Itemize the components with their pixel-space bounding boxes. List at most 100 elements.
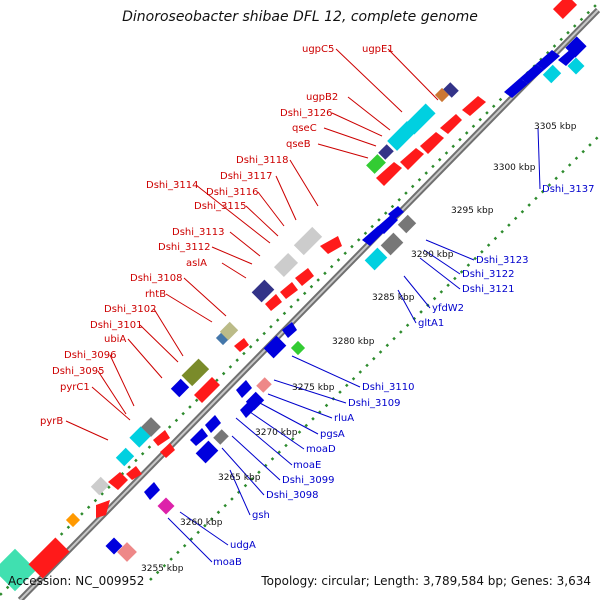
forward-leader-line: [331, 112, 383, 137]
gene-feature: [558, 48, 578, 66]
forward-leader-line: [183, 277, 227, 317]
gene-feature: [293, 226, 323, 256]
gene-feature: [190, 428, 208, 446]
forward-leader-line: [127, 338, 163, 379]
gene-label: Dshi_3096: [64, 350, 116, 361]
reverse-label-leaders: [167, 127, 541, 563]
reverse-leader-line: [221, 447, 265, 496]
gene-label: Dshi_3102: [104, 304, 156, 315]
gene-label: ugpB2: [306, 92, 338, 103]
gene-label: Dshi_3121: [462, 284, 514, 295]
reverse-leader-line: [425, 239, 475, 261]
ruler-label: 3275 kbp: [292, 383, 335, 393]
gene-feature: [126, 466, 142, 480]
ruler-label: 3260 kbp: [180, 518, 223, 528]
gene-label: Dshi_3116: [206, 187, 258, 198]
gene-label: ugpC5: [302, 44, 334, 55]
gene-feature: [195, 440, 219, 464]
ruler-label: 3295 kbp: [451, 206, 494, 216]
gene-feature: [234, 338, 249, 352]
gene-feature: [295, 268, 314, 286]
gene-label: Dshi_3108: [130, 273, 182, 284]
gene-feature: [160, 443, 175, 458]
gene-feature: [141, 417, 161, 437]
reverse-leader-line: [537, 127, 541, 190]
gene-feature: [366, 154, 386, 174]
reverse-leader-line: [397, 289, 417, 324]
forward-strand-genes: [0, 0, 578, 592]
forward-leader-line: [195, 184, 271, 244]
gene-feature: [542, 64, 562, 84]
forward-leader-line: [245, 205, 279, 237]
gene-feature: [280, 282, 298, 299]
forward-leader-line: [289, 159, 319, 207]
reverse-leader-line: [167, 517, 213, 563]
gene-label: Dshi_3099: [282, 475, 334, 486]
gene-label: moaD: [306, 444, 336, 455]
gene-feature: [251, 279, 275, 303]
gene-label: Dshi_3101: [90, 320, 142, 331]
ruler-label: 3300 kbp: [493, 163, 536, 173]
gene-label: gsh: [252, 510, 270, 521]
map-title: Dinoroseobacter shibae DFL 12, complete …: [122, 9, 478, 25]
gene-feature: [256, 377, 272, 393]
ruler-label: 3270 kbp: [255, 428, 298, 438]
gene-feature: [552, 0, 578, 20]
forward-leader-line: [347, 96, 391, 131]
forward-leader-line: [109, 354, 135, 407]
gene-feature: [376, 162, 402, 186]
gene-label: pyrC1: [60, 382, 90, 393]
gene-feature: [443, 82, 459, 98]
gene-label: Dshi_3112: [158, 242, 210, 253]
gene-feature: [170, 378, 190, 398]
gene-feature: [236, 380, 252, 398]
gene-feature: [28, 537, 70, 579]
reverse-leader-line: [273, 379, 347, 404]
forward-leader-line: [153, 308, 184, 357]
forward-leader-line: [257, 191, 285, 227]
gene-feature: [404, 103, 436, 135]
forward-label-leaders: [65, 48, 439, 441]
forward-gene-labels: pyrB pyrC1 Dshi_3095 Dshi_3096 ubiA Dshi…: [40, 44, 394, 427]
gene-feature: [65, 512, 81, 528]
gene-label: Dshi_3117: [220, 171, 272, 182]
gene-label: qseC: [292, 123, 317, 134]
gene-feature: [364, 247, 388, 271]
gene-label: rluA: [334, 413, 354, 424]
gene-label: Dshi_3123: [476, 255, 528, 266]
inner-tick-track: [149, 134, 600, 581]
gene-feature: [320, 236, 342, 254]
reverse-leader-line: [229, 469, 251, 516]
forward-leader-line: [91, 386, 131, 421]
forward-leader-line: [317, 143, 369, 159]
reverse-strand-genes: [105, 36, 587, 562]
reverse-leader-line: [257, 401, 319, 435]
gene-feature: [144, 482, 160, 500]
gene-label: Dshi_3113: [172, 227, 224, 238]
gene-label: ubiA: [104, 334, 126, 345]
reverse-leader-line: [291, 355, 361, 388]
gene-feature: [90, 476, 110, 496]
gene-label: moaE: [293, 460, 321, 471]
forward-leader-line: [211, 246, 253, 265]
gene-feature: [153, 430, 170, 446]
forward-leader-line: [97, 370, 127, 415]
gene-feature: [440, 114, 462, 134]
gene-label: Dshi_3114: [146, 180, 198, 191]
forward-leader-line: [229, 231, 261, 257]
gene-label: ugpE1: [362, 44, 394, 55]
forward-leader-line: [165, 293, 213, 323]
gene-feature: [282, 322, 297, 338]
reverse-leader-line: [235, 417, 293, 466]
gene-feature: [96, 500, 110, 518]
gene-label: rhtB: [145, 289, 166, 300]
reverse-leader-line: [179, 511, 229, 546]
reverse-leader-line: [231, 435, 281, 481]
gene-feature: [105, 537, 123, 555]
reverse-leader-line: [403, 275, 431, 309]
gene-feature: [219, 321, 239, 341]
gene-feature: [157, 497, 175, 515]
gene-feature: [265, 294, 282, 311]
forward-leader-line: [221, 262, 247, 279]
ruler-label: 3255 kbp: [141, 564, 184, 574]
